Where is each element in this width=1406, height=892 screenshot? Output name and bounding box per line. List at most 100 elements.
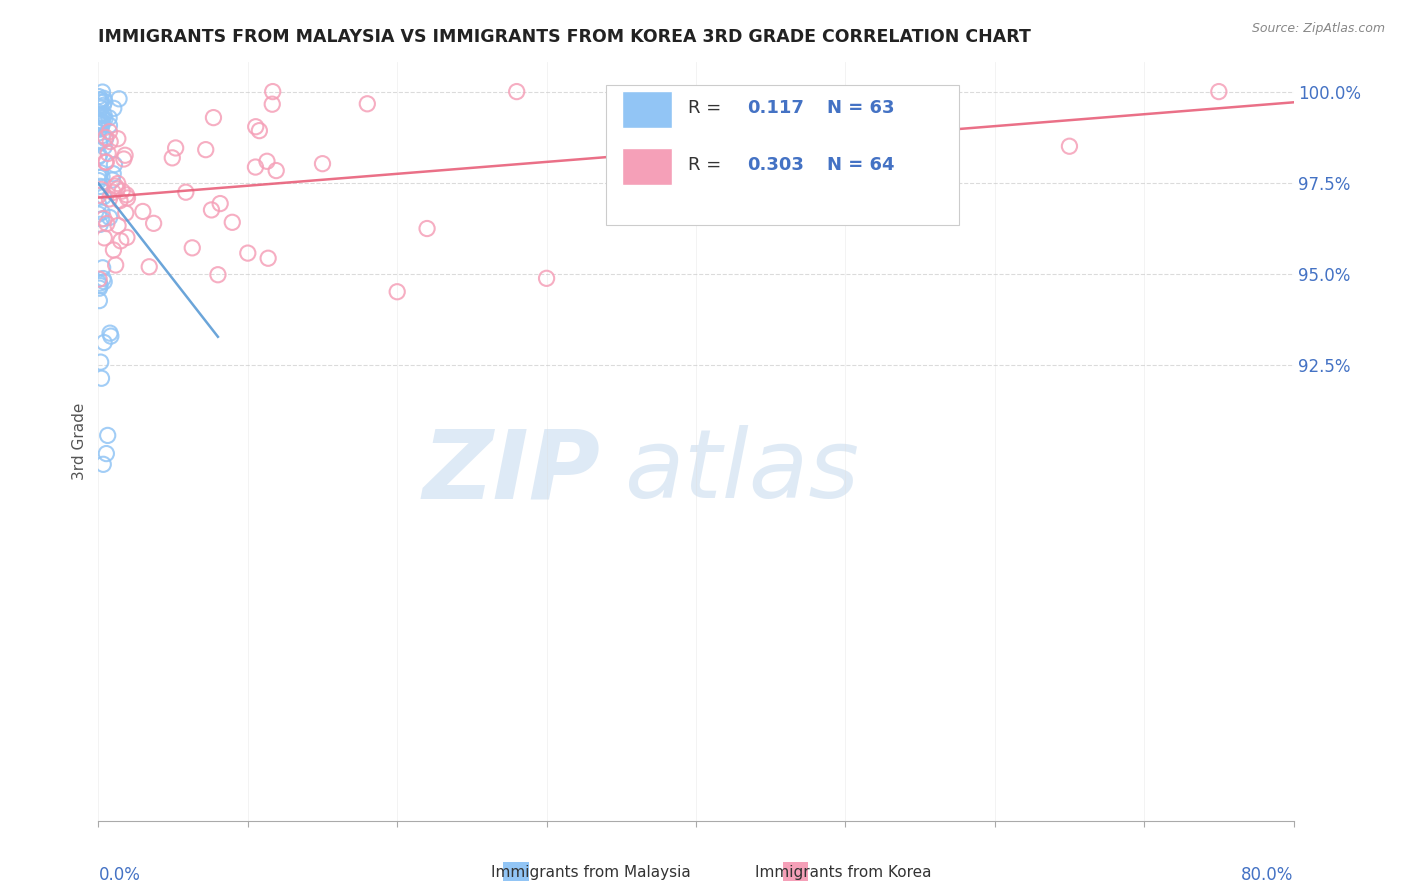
Text: Immigrants from Malaysia: Immigrants from Malaysia — [491, 865, 690, 880]
Point — [91, 119, 114, 133]
Point — [94, 112, 117, 126]
Point — [101, 186, 124, 200]
Point — [93, 91, 115, 105]
Point — [93, 95, 115, 109]
Point — [98, 192, 121, 206]
Point — [94, 130, 117, 145]
Text: atlas: atlas — [624, 425, 859, 518]
Point — [90, 95, 112, 110]
Point — [91, 114, 114, 128]
Point — [89, 116, 111, 130]
Point — [115, 230, 138, 244]
Point — [117, 191, 139, 205]
Point — [207, 268, 229, 282]
Point — [89, 148, 111, 162]
Point — [104, 258, 127, 272]
Point — [200, 202, 222, 217]
Text: 0.0%: 0.0% — [98, 866, 141, 884]
Point — [89, 179, 111, 194]
Point — [89, 134, 111, 148]
Point — [236, 246, 259, 260]
Point — [89, 136, 111, 150]
Point — [91, 169, 114, 184]
Point — [111, 184, 134, 198]
Text: IMMIGRANTS FROM MALAYSIA VS IMMIGRANTS FROM KOREA 3RD GRADE CORRELATION CHART: IMMIGRANTS FROM MALAYSIA VS IMMIGRANTS F… — [98, 28, 1031, 45]
Point — [93, 231, 115, 245]
Point — [87, 197, 110, 211]
Point — [93, 335, 115, 350]
Point — [108, 92, 131, 106]
Point — [685, 131, 707, 145]
Text: 0.303: 0.303 — [748, 156, 804, 174]
Text: 80.0%: 80.0% — [1241, 866, 1294, 884]
Point — [132, 204, 155, 219]
Point — [93, 189, 115, 203]
Point — [202, 111, 225, 125]
Point — [98, 125, 121, 139]
Point — [89, 122, 111, 136]
Point — [107, 177, 129, 191]
Point — [834, 109, 856, 123]
Text: R =: R = — [688, 99, 727, 117]
Point — [115, 187, 138, 202]
Point — [98, 135, 121, 149]
Point — [87, 117, 110, 131]
Point — [506, 85, 529, 99]
Point — [89, 272, 111, 286]
Text: R =: R = — [688, 156, 727, 174]
Point — [87, 173, 110, 187]
Point — [96, 217, 118, 231]
Point — [87, 89, 110, 103]
Point — [90, 212, 112, 227]
Point — [311, 156, 333, 170]
Point — [108, 194, 131, 208]
Text: 0.117: 0.117 — [748, 99, 804, 117]
Point — [90, 93, 112, 107]
Point — [91, 116, 114, 130]
Point — [96, 446, 118, 460]
Point — [103, 243, 125, 257]
Point — [105, 182, 128, 196]
Point — [165, 141, 187, 155]
Point — [87, 207, 110, 221]
Point — [114, 206, 136, 220]
Point — [939, 111, 962, 125]
Point — [89, 293, 111, 308]
Point — [91, 260, 114, 275]
Point — [89, 277, 111, 291]
Point — [87, 188, 110, 202]
Y-axis label: 3rd Grade: 3rd Grade — [72, 403, 87, 480]
Text: N = 63: N = 63 — [827, 99, 896, 117]
Point — [112, 152, 135, 166]
Point — [114, 148, 136, 162]
Point — [90, 182, 112, 196]
Point — [610, 141, 633, 155]
Point — [90, 371, 112, 385]
Point — [98, 211, 121, 225]
FancyBboxPatch shape — [606, 85, 959, 226]
Point — [103, 101, 125, 115]
Point — [91, 458, 114, 472]
Point — [98, 326, 121, 341]
Text: Source: ZipAtlas.com: Source: ZipAtlas.com — [1251, 22, 1385, 36]
Point — [100, 329, 122, 343]
Point — [93, 140, 115, 154]
Point — [162, 151, 184, 165]
Point — [107, 219, 129, 233]
Point — [89, 281, 111, 295]
Point — [93, 211, 115, 226]
Point — [194, 143, 217, 157]
Point — [93, 108, 115, 122]
Point — [93, 98, 115, 112]
Point — [98, 119, 121, 133]
Point — [94, 155, 117, 169]
Point — [101, 173, 124, 187]
Point — [90, 120, 112, 135]
Point — [90, 101, 112, 115]
Point — [1208, 85, 1230, 99]
Point — [89, 278, 111, 293]
Point — [98, 111, 121, 125]
Point — [138, 260, 160, 274]
Point — [247, 123, 270, 137]
Point — [89, 113, 111, 128]
